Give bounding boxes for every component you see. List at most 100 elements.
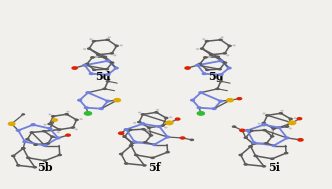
- Circle shape: [21, 113, 25, 115]
- Circle shape: [113, 54, 117, 56]
- Circle shape: [226, 54, 229, 56]
- Circle shape: [270, 157, 275, 160]
- Circle shape: [202, 72, 207, 75]
- Circle shape: [42, 130, 46, 132]
- Circle shape: [218, 100, 223, 103]
- Circle shape: [57, 154, 62, 156]
- Circle shape: [84, 111, 92, 116]
- Circle shape: [261, 122, 266, 124]
- Circle shape: [71, 66, 78, 70]
- Circle shape: [262, 112, 266, 114]
- Circle shape: [195, 64, 200, 67]
- Circle shape: [157, 125, 162, 128]
- Circle shape: [50, 135, 54, 138]
- Circle shape: [232, 125, 236, 128]
- Circle shape: [51, 115, 55, 118]
- Circle shape: [262, 165, 266, 168]
- Circle shape: [129, 144, 133, 147]
- Circle shape: [164, 117, 169, 119]
- Circle shape: [64, 113, 69, 115]
- Circle shape: [280, 110, 284, 112]
- Circle shape: [47, 123, 52, 125]
- Circle shape: [253, 155, 258, 157]
- Circle shape: [149, 134, 153, 137]
- Circle shape: [142, 164, 147, 167]
- Circle shape: [271, 127, 276, 130]
- Circle shape: [297, 138, 304, 142]
- Circle shape: [209, 53, 213, 56]
- Circle shape: [130, 142, 134, 144]
- Circle shape: [8, 122, 16, 126]
- Circle shape: [113, 98, 121, 102]
- Circle shape: [16, 129, 21, 132]
- Circle shape: [22, 140, 28, 143]
- Text: 5i: 5i: [268, 162, 280, 173]
- Circle shape: [132, 140, 137, 143]
- Circle shape: [227, 45, 232, 47]
- Circle shape: [165, 120, 174, 125]
- Circle shape: [205, 68, 209, 71]
- Circle shape: [95, 56, 98, 58]
- Circle shape: [105, 100, 111, 103]
- Circle shape: [289, 118, 293, 120]
- Circle shape: [114, 45, 119, 47]
- Circle shape: [198, 63, 202, 65]
- Circle shape: [150, 156, 155, 159]
- Circle shape: [33, 166, 37, 169]
- Circle shape: [226, 98, 234, 102]
- Circle shape: [190, 99, 195, 102]
- Circle shape: [21, 147, 26, 150]
- Circle shape: [279, 112, 283, 115]
- Circle shape: [180, 136, 186, 140]
- Circle shape: [55, 136, 61, 139]
- Circle shape: [57, 131, 60, 133]
- Circle shape: [42, 144, 47, 147]
- Circle shape: [165, 136, 170, 139]
- Circle shape: [154, 111, 159, 114]
- Circle shape: [33, 143, 38, 146]
- Circle shape: [248, 145, 253, 148]
- Circle shape: [251, 141, 257, 144]
- Circle shape: [293, 117, 297, 119]
- Circle shape: [133, 122, 136, 124]
- Circle shape: [31, 123, 36, 126]
- Circle shape: [215, 56, 220, 58]
- Circle shape: [196, 48, 199, 50]
- Circle shape: [82, 64, 87, 67]
- Circle shape: [288, 120, 296, 125]
- Circle shape: [92, 40, 96, 43]
- Circle shape: [138, 112, 141, 113]
- Circle shape: [218, 80, 223, 83]
- Circle shape: [285, 125, 290, 128]
- Circle shape: [165, 151, 170, 153]
- Circle shape: [42, 159, 47, 162]
- Circle shape: [74, 119, 79, 121]
- Circle shape: [122, 135, 127, 138]
- Circle shape: [141, 128, 146, 131]
- Text: 5f: 5f: [148, 162, 161, 173]
- Circle shape: [261, 123, 267, 126]
- Circle shape: [289, 128, 292, 129]
- Circle shape: [85, 91, 91, 94]
- Circle shape: [11, 155, 16, 157]
- Circle shape: [218, 39, 223, 41]
- Circle shape: [160, 124, 165, 127]
- Circle shape: [85, 63, 89, 65]
- Circle shape: [105, 68, 109, 70]
- Circle shape: [264, 142, 269, 145]
- Circle shape: [215, 88, 220, 90]
- Circle shape: [222, 52, 227, 55]
- Circle shape: [140, 122, 145, 125]
- Circle shape: [75, 129, 78, 130]
- Circle shape: [119, 153, 124, 155]
- Circle shape: [217, 68, 222, 70]
- Circle shape: [103, 56, 107, 58]
- Circle shape: [218, 73, 223, 76]
- Circle shape: [118, 131, 124, 135]
- Circle shape: [105, 73, 111, 76]
- Circle shape: [45, 142, 50, 145]
- Circle shape: [134, 154, 138, 156]
- Circle shape: [99, 107, 104, 110]
- Circle shape: [120, 44, 123, 46]
- Circle shape: [43, 124, 47, 125]
